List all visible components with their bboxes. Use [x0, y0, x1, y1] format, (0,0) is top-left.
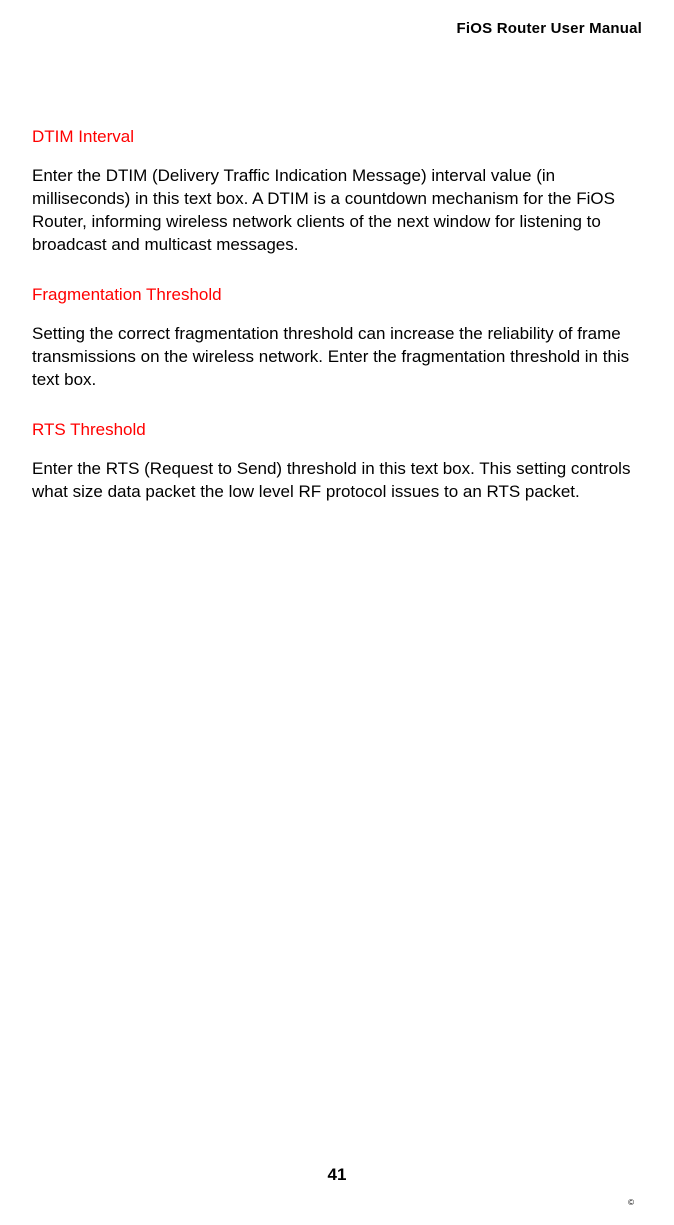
- page-number: 41: [0, 1165, 674, 1185]
- section-body-dtim: Enter the DTIM (Delivery Traffic Indicat…: [32, 165, 642, 257]
- copyright-mark: ©: [628, 1198, 634, 1207]
- section-body-frag: Setting the correct fragmentation thresh…: [32, 323, 642, 392]
- manual-page: FiOS Router User Manual DTIM Interval En…: [0, 0, 674, 1225]
- section-body-rts: Enter the RTS (Request to Send) threshol…: [32, 458, 642, 504]
- header-title: FiOS Router User Manual: [32, 20, 642, 37]
- section-heading-rts: RTS Threshold: [32, 420, 642, 440]
- section-heading-dtim: DTIM Interval: [32, 127, 642, 147]
- section-heading-frag: Fragmentation Threshold: [32, 285, 642, 305]
